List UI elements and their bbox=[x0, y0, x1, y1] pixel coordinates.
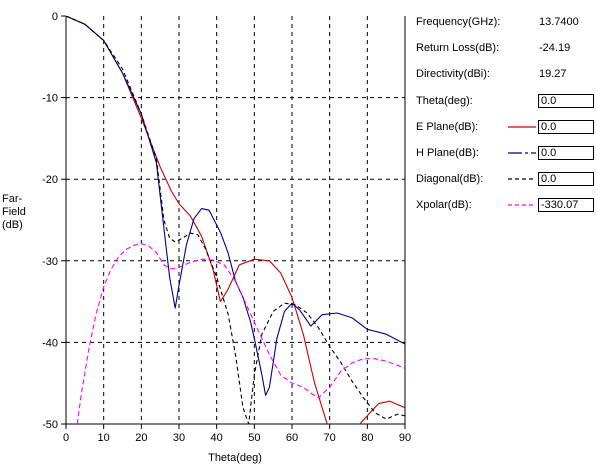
axes bbox=[61, 15, 406, 429]
x-tick-label: 60 bbox=[286, 432, 298, 444]
series-line-xpolar bbox=[76, 243, 405, 424]
y-axis-label: Far- Field (dB) bbox=[2, 193, 32, 232]
theta-label: Theta(deg): bbox=[416, 95, 473, 107]
h-plane-field[interactable]: 0.0 bbox=[538, 146, 594, 160]
y-tick-label: -10 bbox=[42, 93, 58, 105]
x-tick-label: 70 bbox=[324, 432, 336, 444]
directivity-value: 19.27 bbox=[539, 68, 567, 80]
diagonal-swatch bbox=[508, 178, 536, 180]
h-plane-swatch bbox=[508, 152, 536, 154]
x-tick-label: 20 bbox=[135, 432, 147, 444]
e-plane-label: E Plane(dB): bbox=[416, 121, 479, 133]
y-tick-label: -20 bbox=[42, 174, 58, 186]
xpolar-swatch bbox=[508, 204, 536, 206]
diagonal-field[interactable]: 0.0 bbox=[538, 172, 594, 186]
series-line-diagonal bbox=[66, 16, 405, 424]
y-tick-label: 0 bbox=[52, 11, 58, 23]
y-axis-label-line: Far- bbox=[2, 193, 23, 205]
tick-labels: 0 -10 -20 -30 -40 -50 0 10 20 30 40 50 60 70 80 90 bbox=[42, 11, 411, 444]
grid bbox=[66, 16, 405, 424]
diagonal-label: Diagonal(dB): bbox=[416, 173, 484, 185]
return-loss-value: -24.19 bbox=[539, 42, 571, 54]
x-tick-label: 30 bbox=[173, 432, 185, 444]
theta-field[interactable]: 0.0 bbox=[538, 94, 594, 108]
return-loss-label: Return Loss(dB): bbox=[416, 42, 500, 54]
frequency-label: Frequency(GHz): bbox=[416, 16, 501, 28]
e-plane-field[interactable]: 0.0 bbox=[538, 120, 594, 134]
h-plane-label: H Plane(dB): bbox=[416, 147, 479, 159]
y-tick-label: -30 bbox=[42, 256, 58, 268]
info-panel: Frequency(GHz): 13.7400 Return Loss(dB):… bbox=[416, 0, 596, 230]
x-tick-label: 80 bbox=[361, 432, 373, 444]
x-axis-label: Theta(deg) bbox=[208, 452, 262, 464]
xpolar-label: Xpolar(dB): bbox=[416, 199, 472, 211]
directivity-label: Directivity(dBi): bbox=[416, 68, 490, 80]
frequency-value: 13.7400 bbox=[539, 16, 579, 28]
x-tick-label: 40 bbox=[211, 432, 223, 444]
e-plane-swatch bbox=[508, 126, 536, 128]
y-tick-label: -50 bbox=[42, 419, 58, 431]
x-tick-label: 0 bbox=[63, 432, 69, 444]
y-axis-label-line: (dB) bbox=[2, 219, 23, 231]
y-tick-label: -40 bbox=[42, 337, 58, 349]
x-tick-label: 10 bbox=[98, 432, 110, 444]
y-axis-label-line: Field bbox=[2, 206, 26, 218]
series-lines bbox=[66, 16, 405, 424]
series-line-h-plane bbox=[66, 16, 405, 396]
series-line-e-plane bbox=[66, 16, 405, 424]
x-tick-label: 90 bbox=[399, 432, 411, 444]
xpolar-field[interactable]: -330.07 bbox=[538, 198, 594, 212]
x-tick-label: 50 bbox=[248, 432, 260, 444]
